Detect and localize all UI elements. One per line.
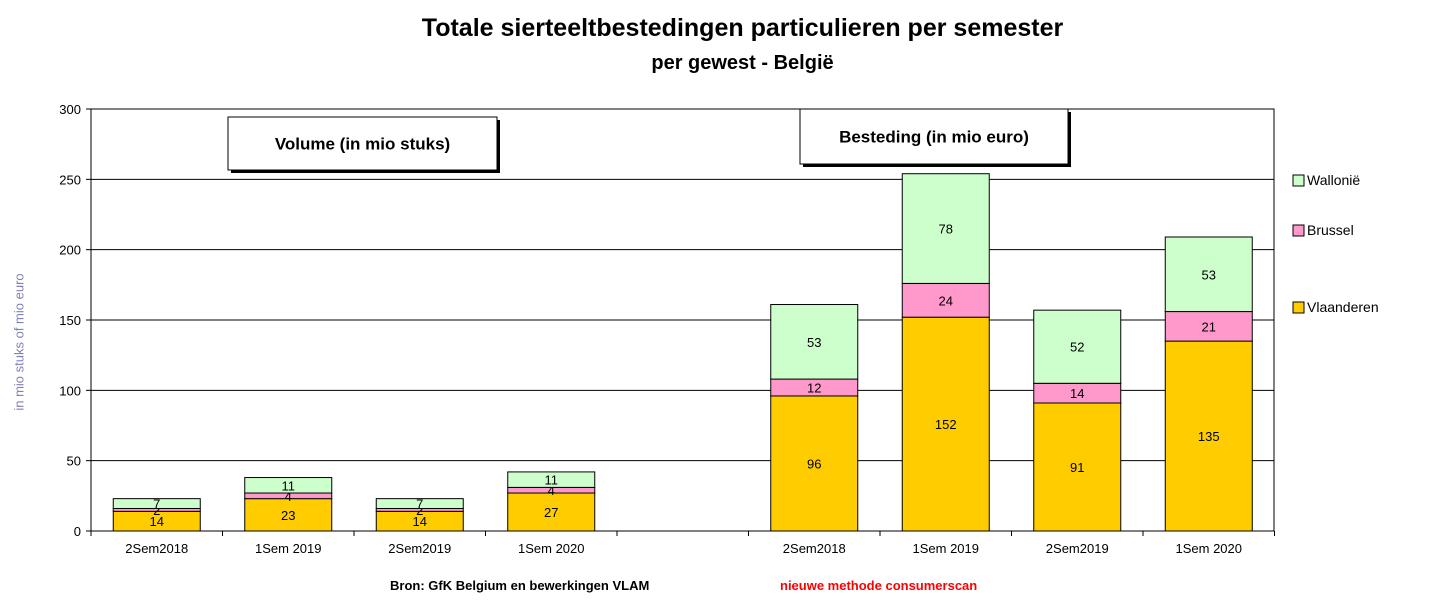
x-tick-label: 1Sem 2019 [913, 541, 980, 556]
data-label: 53 [807, 335, 821, 350]
group-label: Besteding (in mio euro) [839, 128, 1029, 147]
data-label: 91 [1070, 460, 1084, 475]
x-tick-label: 1Sem 2020 [1176, 541, 1243, 556]
x-tick-label: 2Sem2018 [783, 541, 846, 556]
bar-segment [1033, 309, 1122, 384]
data-label: 4 [548, 483, 555, 498]
y-tick-label: 250 [59, 172, 81, 187]
data-label: 96 [807, 456, 821, 471]
chart-subtitle: per gewest - België [651, 52, 834, 74]
bar-segment [507, 492, 596, 532]
data-label: 52 [1070, 340, 1084, 355]
data-label: 152 [935, 417, 957, 432]
x-tick-label: 2Sem2019 [388, 541, 451, 556]
bar-segment [1033, 402, 1122, 532]
x-tick-label: 1Sem 2019 [255, 541, 322, 556]
legend-label: Wallonië [1307, 172, 1360, 188]
data-label: 11 [282, 478, 296, 493]
y-tick-label: 50 [67, 454, 81, 469]
data-label: 24 [939, 293, 953, 308]
legend-swatch [1292, 301, 1305, 314]
group-label-box [227, 116, 498, 171]
bar-segment [375, 498, 464, 509]
data-label: 14 [150, 514, 164, 529]
bar-segment [1164, 236, 1253, 313]
data-label: 14 [1070, 386, 1084, 401]
bar-segment [901, 316, 990, 532]
y-tick-label: 200 [59, 243, 81, 258]
data-label: 27 [544, 505, 558, 520]
legend-swatch [1292, 224, 1305, 237]
data-label: 14 [413, 514, 427, 529]
method-note: nieuwe methode consumerscan [780, 578, 978, 593]
data-label: 135 [1198, 429, 1220, 444]
y-tick-label: 100 [59, 383, 81, 398]
bar-segment [901, 282, 990, 318]
data-label: 7 [153, 497, 160, 512]
chart-title: Totale sierteeltbestedingen particuliere… [421, 14, 1064, 42]
data-label: 78 [939, 222, 953, 237]
bar-segment [770, 304, 859, 380]
plot-frame [90, 108, 1275, 532]
y-tick-label: 0 [74, 524, 81, 539]
y-tick-label: 300 [59, 102, 81, 117]
data-label: 21 [1202, 319, 1216, 334]
x-tick-label: 2Sem2019 [1046, 541, 1109, 556]
data-label: 23 [281, 508, 295, 523]
data-label: 2 [416, 503, 423, 518]
legend-swatch [1292, 174, 1305, 187]
data-label: 7 [416, 497, 423, 512]
group-label: Volume (in mio stuks) [275, 135, 450, 154]
bar-segment [112, 498, 201, 509]
x-tick-label: 1Sem 2020 [518, 541, 585, 556]
data-label: 2 [153, 503, 160, 518]
data-label: 12 [807, 381, 821, 396]
bar-segment [244, 477, 333, 494]
y-tick-label: 150 [59, 313, 81, 328]
bar-segment [507, 471, 596, 488]
data-label: 53 [1202, 267, 1216, 282]
data-label: 4 [285, 489, 292, 504]
legend-label: Brussel [1307, 222, 1354, 238]
bar-segment [1164, 340, 1253, 532]
data-label: 11 [545, 473, 559, 488]
x-tick-label: 2Sem2018 [125, 541, 188, 556]
source-note: Bron: GfK Belgium en bewerkingen VLAM [390, 578, 650, 593]
bar-segment [901, 173, 990, 284]
bar-segment [244, 498, 333, 532]
legend-label: Vlaanderen [1307, 299, 1379, 315]
group-label-box [799, 108, 1069, 165]
